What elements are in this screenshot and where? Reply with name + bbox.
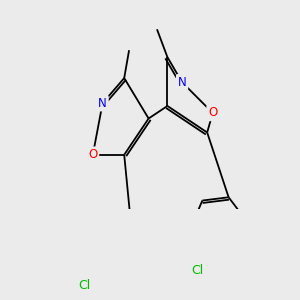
Text: N: N (178, 76, 186, 89)
Text: N: N (98, 97, 107, 110)
Text: Cl: Cl (78, 279, 90, 292)
Text: Cl: Cl (192, 264, 204, 277)
Text: O: O (88, 148, 98, 161)
Text: O: O (208, 106, 218, 119)
